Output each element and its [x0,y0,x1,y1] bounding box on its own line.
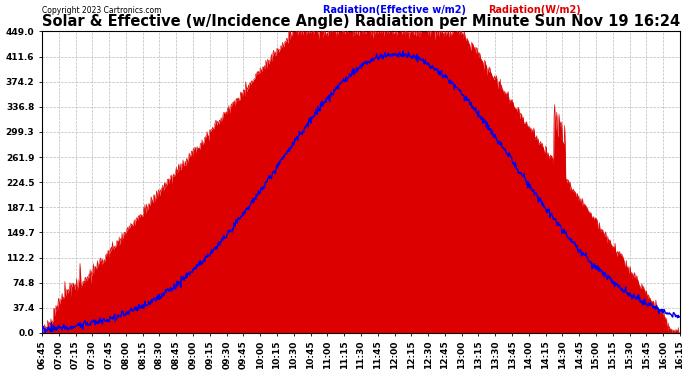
Text: Radiation(Effective w/m2): Radiation(Effective w/m2) [323,5,466,15]
Text: Radiation(W/m2): Radiation(W/m2) [489,5,581,15]
Text: Copyright 2023 Cartronics.com: Copyright 2023 Cartronics.com [42,6,161,15]
Title: Solar & Effective (w/Incidence Angle) Radiation per Minute Sun Nov 19 16:24: Solar & Effective (w/Incidence Angle) Ra… [42,14,680,29]
